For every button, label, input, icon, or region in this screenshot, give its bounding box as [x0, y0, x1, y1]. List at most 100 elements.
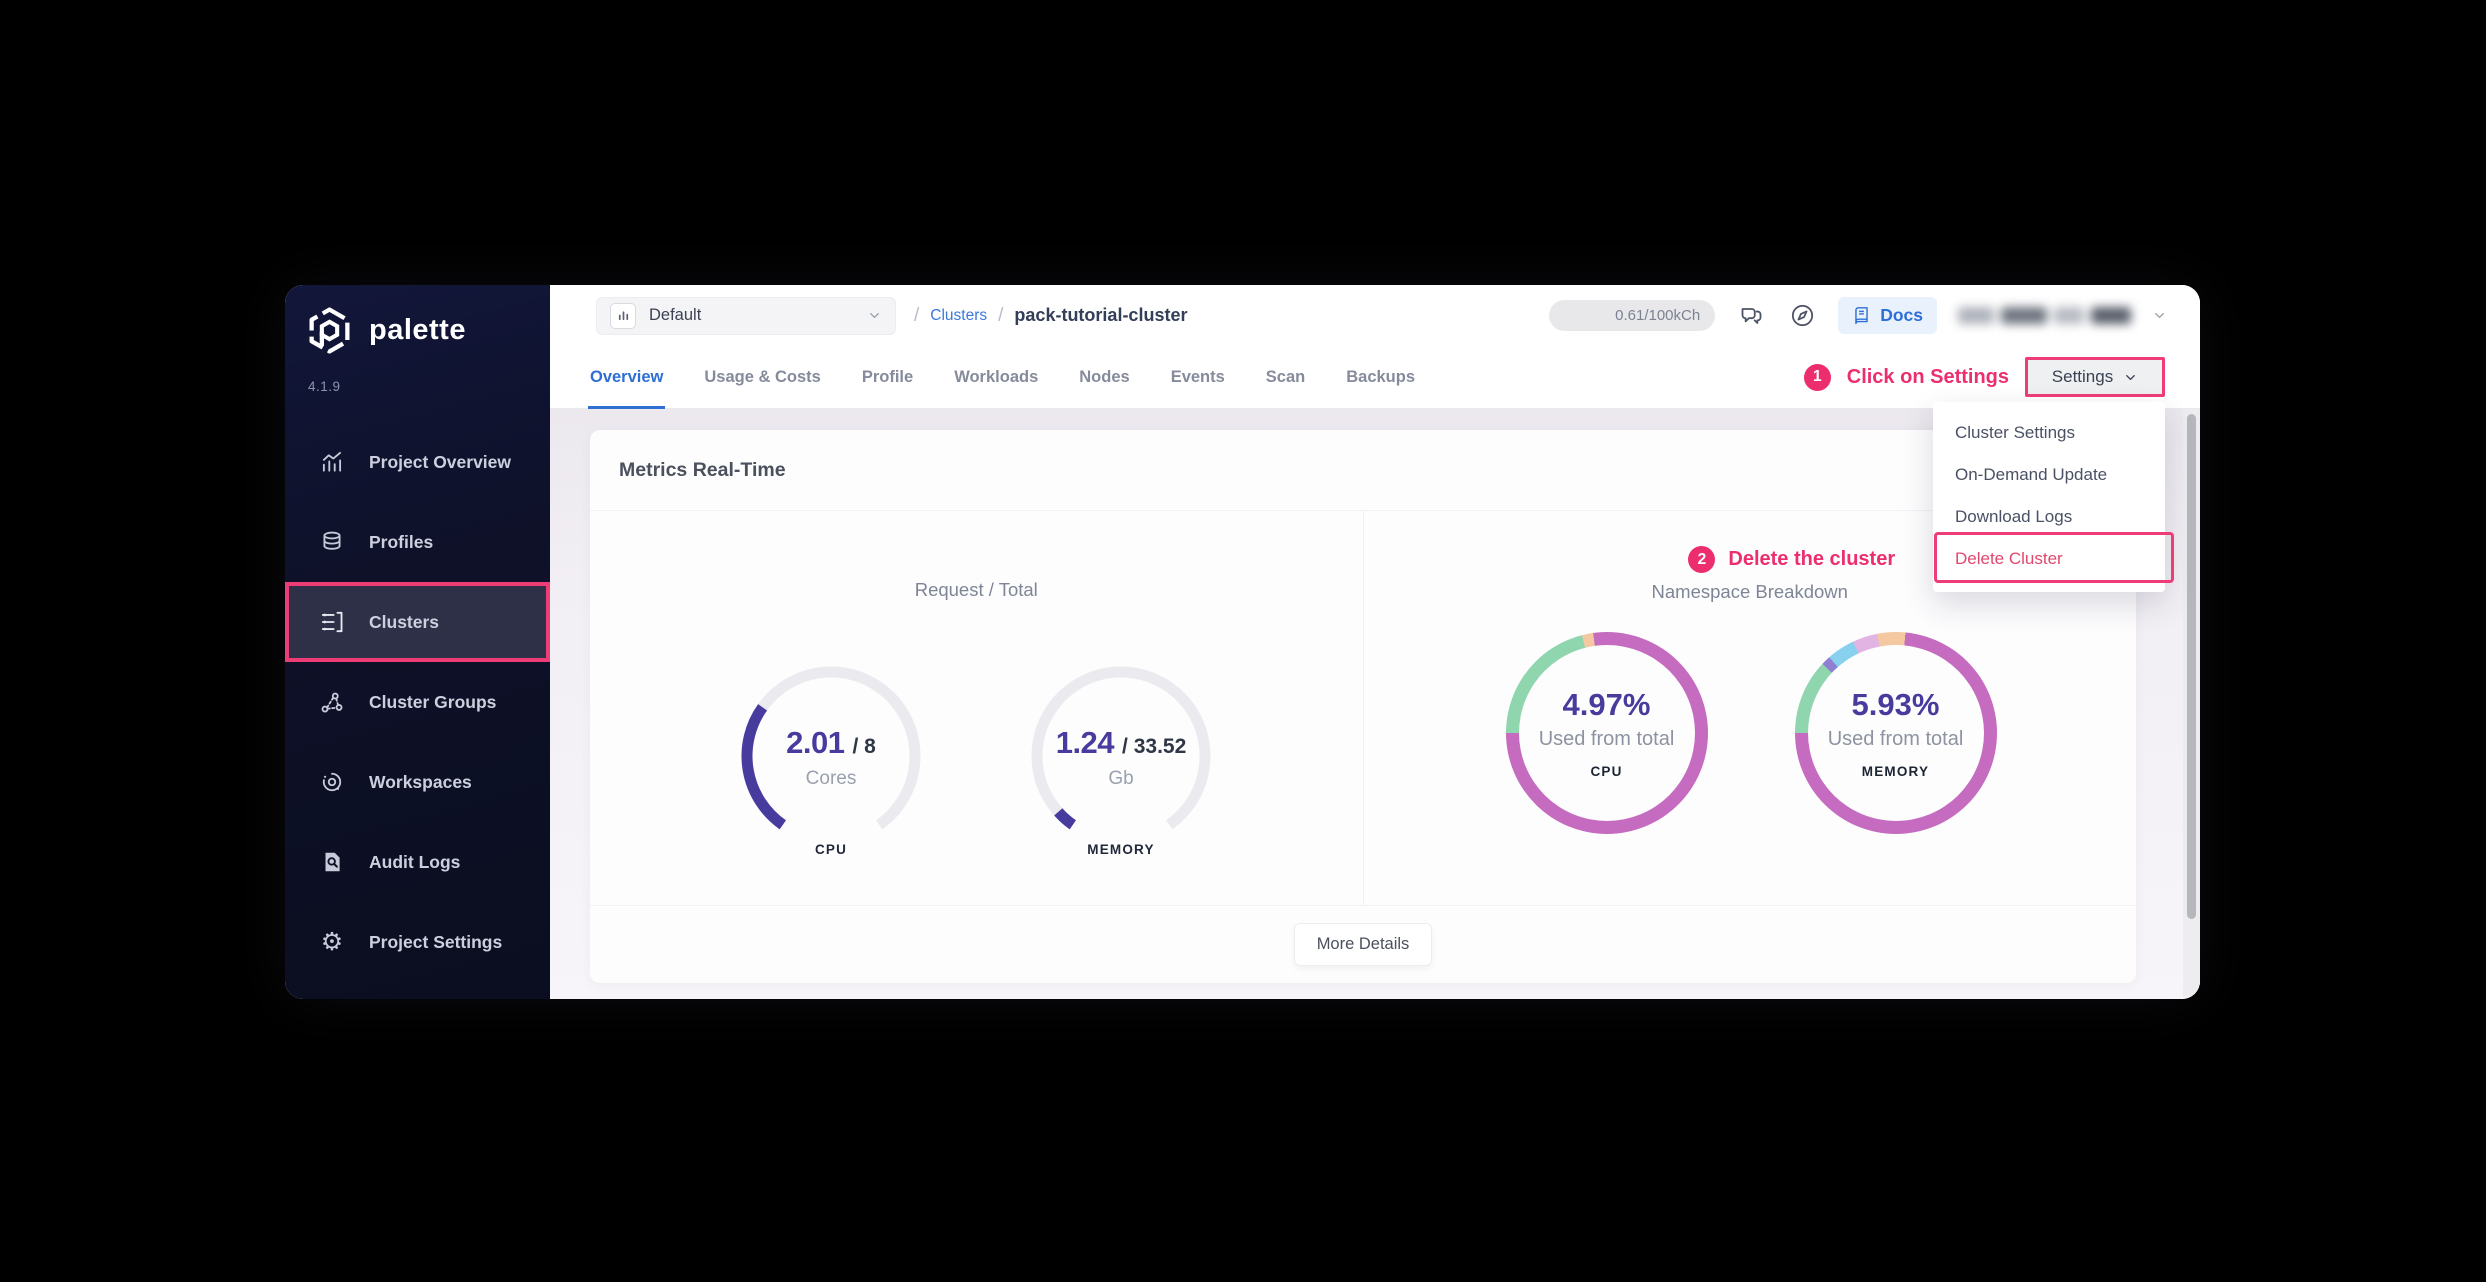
namespace-breakdown-section: 2 Delete the cluster Namespace Breakdown… [1364, 511, 2137, 905]
menu-item-on-demand-update[interactable]: On-Demand Update [1955, 465, 2108, 484]
settings-button-label: Settings [2051, 367, 2114, 386]
book-icon [1855, 307, 1868, 325]
annotation-highlight-delete-cluster [1934, 532, 2174, 583]
tab-profile[interactable]: Profile [861, 367, 914, 386]
sidebar-item-project-overview[interactable]: Project Overview [285, 422, 550, 502]
sidebar-item-label: Workspaces [369, 771, 472, 792]
memory-donut-subtitle: Used from total [1827, 728, 1964, 750]
menu-item-cluster-settings[interactable]: Cluster Settings [1955, 423, 2075, 442]
brand-name: palette [369, 314, 466, 346]
cpu-donut-percent: 4.97% [1562, 687, 1651, 722]
sidebar-item-label: Clusters [369, 611, 440, 632]
cpu-donut-label: CPU [1590, 764, 1623, 779]
sidebar-item-label: Profiles [369, 531, 434, 552]
metrics-card-footer: More Details [590, 905, 2136, 983]
docs-button[interactable]: Docs [1838, 297, 1937, 334]
sidebar-item-label: Audit Logs [369, 851, 461, 872]
settings-dropdown-menu: Cluster Settings On-Demand Update Downlo… [1933, 402, 2174, 592]
app-version: 4.1.9 [308, 379, 341, 394]
memory-gauge: 1.24 / 33.52 Gb MEMORY [1026, 661, 1216, 857]
usage-badge: 0.61/100kCh [1549, 300, 1716, 331]
memory-donut-percent: 5.93% [1851, 687, 1940, 722]
clusters-icon [318, 608, 346, 636]
tab-events[interactable]: Events [1170, 367, 1225, 386]
tab-workloads[interactable]: Workloads [954, 367, 1039, 386]
tab-overview[interactable]: Overview [587, 346, 666, 409]
panel-divider [1362, 511, 1364, 905]
cluster-tabs: Overview Usage & Costs Profile Workloads… [550, 346, 2200, 409]
sidebar-item-label: Cluster Groups [369, 691, 497, 712]
app-window: palette 4.1.9 Project Overview Profiles [285, 285, 2200, 999]
metrics-card-body: Request / Total 2.01 / 8 Cores [590, 511, 2136, 905]
sidebar-item-label: Project Overview [369, 451, 512, 472]
annotation-step1: 1 Click on Settings Settings [1803, 357, 2165, 397]
menu-item-download-logs[interactable]: Download Logs [1955, 507, 2073, 526]
chevron-down-icon[interactable] [2152, 308, 2167, 323]
sidebar-item-workspaces[interactable]: Workspaces [285, 742, 550, 822]
annotation-step2-text: Delete the cluster [1728, 548, 1896, 570]
namespace-breakdown-title: Namespace Breakdown [1651, 581, 1848, 602]
brand: palette [305, 306, 466, 355]
workspaces-icon [318, 768, 346, 796]
memory-gauge-total: / 33.52 [1122, 734, 1187, 758]
request-total-title: Request / Total [914, 579, 1038, 600]
sidebar-item-clusters[interactable]: Clusters [285, 582, 550, 662]
memory-donut: 5.93% Used from total MEMORY [1794, 632, 1997, 834]
annotation-step2: 2 Delete the cluster [1406, 546, 2179, 573]
cpu-gauge-unit: Cores [805, 767, 857, 789]
tab-usage-costs[interactable]: Usage & Costs [704, 367, 821, 386]
user-account-redacted[interactable] [1958, 307, 2131, 324]
breadcrumb-separator: / [998, 304, 1004, 326]
project-selector[interactable]: Default [596, 296, 896, 335]
cpu-gauge-dial [741, 666, 921, 830]
gear-icon: ⚙ [320, 927, 344, 956]
sidebar-item-profiles[interactable]: Profiles [285, 502, 550, 582]
breadcrumb-link-clusters[interactable]: Clusters [930, 306, 988, 324]
sidebar-item-cluster-groups[interactable]: Cluster Groups [285, 662, 550, 742]
tab-nodes[interactable]: Nodes [1079, 367, 1130, 386]
cluster-groups-icon [318, 688, 346, 716]
cpu-gauge-total: / 8 [852, 734, 876, 758]
audit-logs-icon [318, 848, 346, 876]
memory-gauge-label: MEMORY [1087, 842, 1155, 857]
cpu-donut-subtitle: Used from total [1538, 728, 1675, 750]
cpu-gauge-label: CPU [814, 842, 848, 857]
chevron-down-icon [870, 313, 879, 318]
cpu-donut: 4.97% Used from total CPU [1505, 632, 1708, 834]
more-details-button[interactable]: More Details [1294, 923, 1432, 966]
memory-gauge-dial [1031, 666, 1211, 830]
annotation-step2-number: 2 [1688, 546, 1716, 573]
topbar: Default / Clusters / pack-tutorial-clust… [550, 285, 2200, 346]
request-total-section: Request / Total 2.01 / 8 Cores [590, 511, 1363, 905]
bar-chart-icon [610, 302, 636, 329]
chevron-down-icon [2126, 374, 2136, 380]
memory-donut-label: MEMORY [1861, 764, 1930, 779]
scrollbar-thumb[interactable] [2187, 414, 2196, 919]
sidebar: palette 4.1.9 Project Overview Profiles [285, 285, 550, 999]
memory-gauge-value: 1.24 [1055, 724, 1115, 760]
breadcrumb-current: pack-tutorial-cluster [1014, 305, 1188, 325]
content-area: Metrics Real-Time Request / Total 2.01 [550, 409, 2200, 999]
project-overview-icon [318, 448, 346, 476]
sidebar-item-audit-logs[interactable]: Audit Logs [285, 822, 550, 902]
cpu-gauge: 2.01 / 8 Cores CPU [736, 661, 926, 857]
compass-icon[interactable] [1787, 301, 1817, 331]
settings-button[interactable]: Settings [2025, 357, 2165, 397]
chat-icon[interactable] [1736, 301, 1766, 331]
tab-scan[interactable]: Scan [1265, 367, 1306, 386]
breadcrumb: / Clusters / pack-tutorial-cluster [914, 305, 1187, 327]
cpu-gauge-value: 2.01 [786, 724, 845, 760]
project-selector-value: Default [649, 306, 702, 324]
sidebar-item-project-settings[interactable]: ⚙ Project Settings [285, 902, 550, 982]
sidebar-item-label: Project Settings [369, 931, 503, 952]
annotation-step1-number: 1 [1803, 363, 1831, 391]
docs-button-label: Docs [1880, 305, 1923, 325]
memory-gauge-unit: Gb [1108, 767, 1134, 789]
breadcrumb-separator: / [914, 304, 920, 326]
tab-backups[interactable]: Backups [1346, 367, 1416, 386]
memory-donut-ring [1794, 632, 1997, 834]
palette-logo-icon [309, 307, 350, 354]
metrics-card-header: Metrics Real-Time [590, 430, 2136, 511]
menu-item-delete-cluster[interactable]: Delete Cluster [1955, 549, 2063, 568]
